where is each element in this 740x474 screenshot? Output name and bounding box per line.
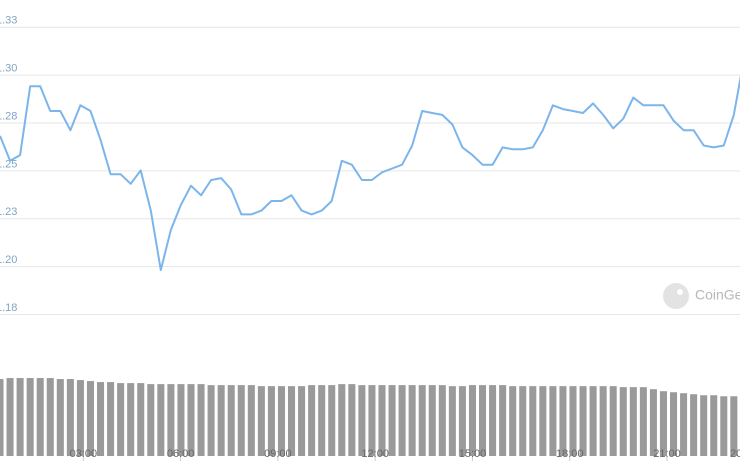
volume-bar	[659, 391, 667, 456]
volume-bar	[519, 386, 527, 456]
volume-bar	[358, 385, 366, 456]
volume-bar	[559, 386, 567, 456]
volume-bar	[388, 385, 396, 456]
volume-bar	[468, 385, 476, 456]
volume-bar	[458, 386, 466, 456]
volume-bar	[147, 384, 155, 456]
volume-bar	[56, 379, 64, 456]
volume-bar	[6, 378, 14, 456]
volume-bar	[36, 378, 44, 456]
volume-bar	[237, 385, 245, 456]
volume-bar	[428, 385, 436, 456]
volume-bar	[639, 387, 647, 456]
volume-bars	[0, 378, 738, 456]
volume-bar	[368, 385, 376, 456]
volume-bar	[589, 386, 597, 456]
volume-bar	[328, 385, 336, 456]
volume-bar	[127, 383, 135, 456]
volume-bar	[599, 386, 607, 456]
volume-bar	[298, 386, 306, 456]
watermark: CoinGecko	[663, 283, 740, 309]
volume-bar	[649, 389, 657, 456]
volume-bar	[288, 386, 296, 456]
volume-bar	[26, 378, 34, 456]
volume-bar	[157, 384, 165, 456]
volume-bar	[720, 396, 728, 456]
volume-bar	[509, 386, 517, 456]
y-tick-label: 1.20	[0, 254, 17, 266]
volume-bar	[76, 380, 84, 456]
volume-bar	[107, 382, 115, 456]
x-tick-label: 06:00	[167, 448, 195, 460]
y-tick-label: 1.18	[0, 302, 17, 314]
volume-bar	[690, 394, 698, 456]
y-tick-label: 1.30	[0, 63, 17, 75]
watermark-text: CoinGecko	[695, 287, 740, 303]
volume-bar	[730, 396, 738, 456]
price-line	[0, 75, 740, 271]
watermark-logo	[663, 283, 689, 309]
volume-bar	[167, 384, 175, 456]
volume-bar	[86, 381, 94, 456]
volume-bar	[267, 386, 275, 456]
volume-bar	[217, 385, 225, 456]
volume-bar	[700, 395, 708, 456]
x-tick-label: 12:00	[361, 448, 389, 460]
volume-bar	[227, 385, 235, 456]
volume-bar	[418, 385, 426, 456]
volume-bar	[499, 385, 507, 456]
volume-bar	[0, 379, 4, 456]
volume-bar	[197, 384, 205, 456]
volume-bar	[448, 386, 456, 456]
volume-bar	[117, 383, 125, 456]
volume-bar	[398, 385, 406, 456]
volume-bar	[177, 384, 185, 456]
y-tick-label: 1.23	[0, 206, 17, 218]
volume-bar	[680, 393, 688, 456]
volume-bar	[277, 386, 285, 456]
volume-bar	[710, 395, 718, 456]
volume-bar	[619, 387, 627, 456]
volume-bar	[308, 385, 316, 456]
volume-bar	[670, 392, 678, 456]
volume-bar	[629, 387, 637, 456]
volume-bar	[549, 386, 557, 456]
volume-bar	[378, 385, 386, 456]
volume-bar	[207, 385, 215, 456]
grid	[0, 26, 740, 315]
volume-bar	[137, 383, 145, 456]
volume-bar	[247, 385, 255, 456]
volume-bar	[489, 385, 497, 456]
x-tick-label: 03:00	[70, 448, 98, 460]
x-tick-label: 20	[730, 448, 740, 460]
volume-bar	[408, 385, 416, 456]
volume-bar	[187, 384, 195, 456]
volume-bar	[318, 385, 326, 456]
volume-bar	[529, 386, 537, 456]
y-tick-label: 1.25	[0, 158, 17, 170]
volume-bar	[569, 386, 577, 456]
volume-bar	[46, 378, 54, 456]
volume-bar	[348, 384, 356, 456]
volume-bar	[257, 386, 265, 456]
x-tick-label: 15:00	[459, 448, 487, 460]
volume-bar	[579, 386, 587, 456]
volume-bar	[97, 382, 105, 456]
volume-bar	[338, 384, 346, 456]
y-tick-label: 1.33	[0, 15, 17, 27]
x-tick-label: 18:00	[556, 448, 584, 460]
volume-bar	[66, 379, 74, 456]
y-tick-label: 1.28	[0, 110, 17, 122]
x-tick-label: 09:00	[264, 448, 292, 460]
x-tick-label: 21:00	[653, 448, 681, 460]
volume-bar	[16, 378, 24, 456]
watermark-logo-eye	[677, 289, 683, 295]
volume-bar	[438, 385, 446, 456]
volume-bar	[539, 386, 547, 456]
volume-bar	[609, 386, 617, 456]
volume-bar	[479, 385, 487, 456]
